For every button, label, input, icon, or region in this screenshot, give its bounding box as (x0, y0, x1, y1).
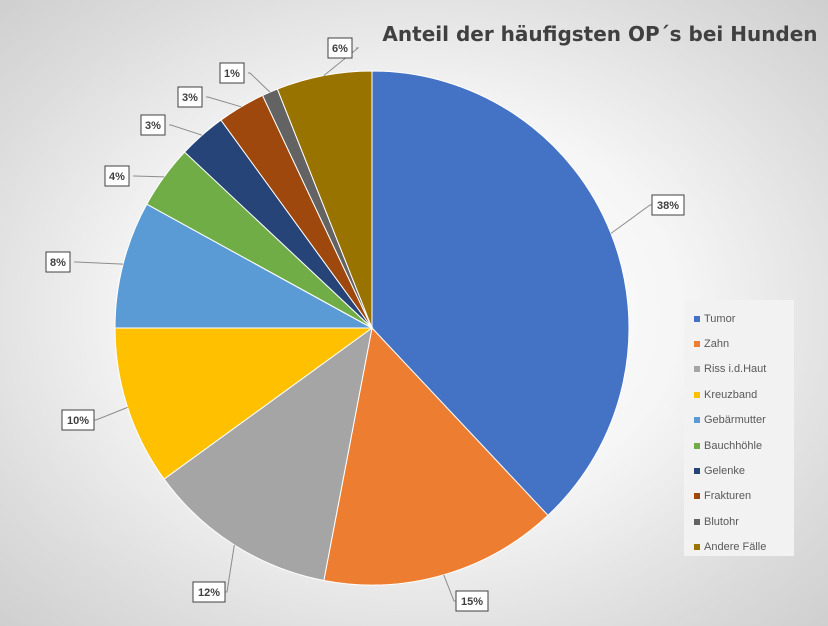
data-label-box (61, 409, 95, 431)
legend-label: Blutohr (704, 515, 739, 528)
leader-line (94, 406, 128, 421)
legend-swatch (694, 493, 700, 500)
legend-swatch (694, 544, 700, 551)
data-label: 12% (198, 587, 220, 599)
pie-slice-kreuzband (114, 327, 374, 480)
leader-line (610, 204, 652, 234)
data-label: 3% (145, 120, 161, 132)
legend-label: Andere Fälle (704, 541, 767, 554)
data-label: 38% (657, 200, 679, 212)
legend-label: Gebärmutter (704, 414, 766, 427)
data-label-box (104, 165, 130, 187)
leader-line (443, 574, 456, 602)
legend-swatch (694, 366, 700, 373)
data-label-box (192, 581, 226, 603)
data-label-box (140, 114, 166, 136)
legend-item: Andere Fälle (684, 535, 794, 560)
legend-item: Tumor (684, 306, 794, 331)
data-label-box (455, 590, 489, 612)
legend-label: Bauchhöhle (704, 439, 763, 452)
legend-label: Gelenke (704, 465, 745, 478)
data-label-box (651, 194, 685, 216)
legend: Tumor Zahn Riss i.d.Haut Kreuzband Gebärmutt… (684, 300, 794, 556)
legend-swatch (694, 442, 700, 449)
pie-slice-riss-i-d-haut (163, 326, 373, 582)
legend-label: Kreuzband (704, 388, 758, 401)
legend-label: Frakturen (704, 490, 752, 503)
data-label-box (327, 37, 353, 59)
leader-line (133, 175, 165, 178)
data-label: 3% (182, 92, 198, 104)
legend-item: Riss i.d.Haut (684, 357, 794, 382)
data-label: 6% (332, 43, 348, 55)
data-label: 8% (50, 257, 66, 269)
legend-item: Gelenke (684, 458, 794, 483)
leader-line (323, 47, 360, 76)
legend-swatch (694, 417, 700, 424)
legend-label: Zahn (704, 338, 730, 351)
data-label-box (45, 251, 71, 273)
leader-line (225, 544, 235, 593)
data-label: 4% (109, 171, 125, 183)
pie-slice-zahn (323, 326, 549, 586)
legend-item: Zahn (684, 331, 794, 356)
legend-swatch (694, 518, 700, 525)
pie-slice-tumor (371, 70, 630, 517)
legend-swatch (694, 341, 700, 348)
legend-swatch (694, 391, 700, 398)
data-label-box (219, 62, 245, 84)
data-label: 10% (67, 415, 89, 427)
legend-swatch (694, 315, 700, 322)
data-label: 15% (461, 596, 483, 608)
legend-item: Frakturen (684, 484, 794, 509)
legend-item: Blutohr (684, 509, 794, 534)
legend-item: Gebärmutter (684, 408, 794, 433)
leader-line (248, 72, 271, 93)
leader-line (74, 261, 124, 265)
legend-label: Tumor (704, 312, 736, 325)
leader-line (169, 124, 203, 136)
legend-swatch (694, 468, 700, 475)
legend-item: Kreuzband (684, 382, 794, 407)
chart-title: Anteil der häufigsten OP´s bei Hunden (382, 22, 818, 46)
leader-line (206, 96, 242, 108)
data-label: 1% (224, 68, 240, 80)
legend-label: Riss i.d.Haut (704, 363, 767, 376)
data-label-box (177, 86, 203, 108)
legend-item: Bauchhöhle (684, 433, 794, 458)
